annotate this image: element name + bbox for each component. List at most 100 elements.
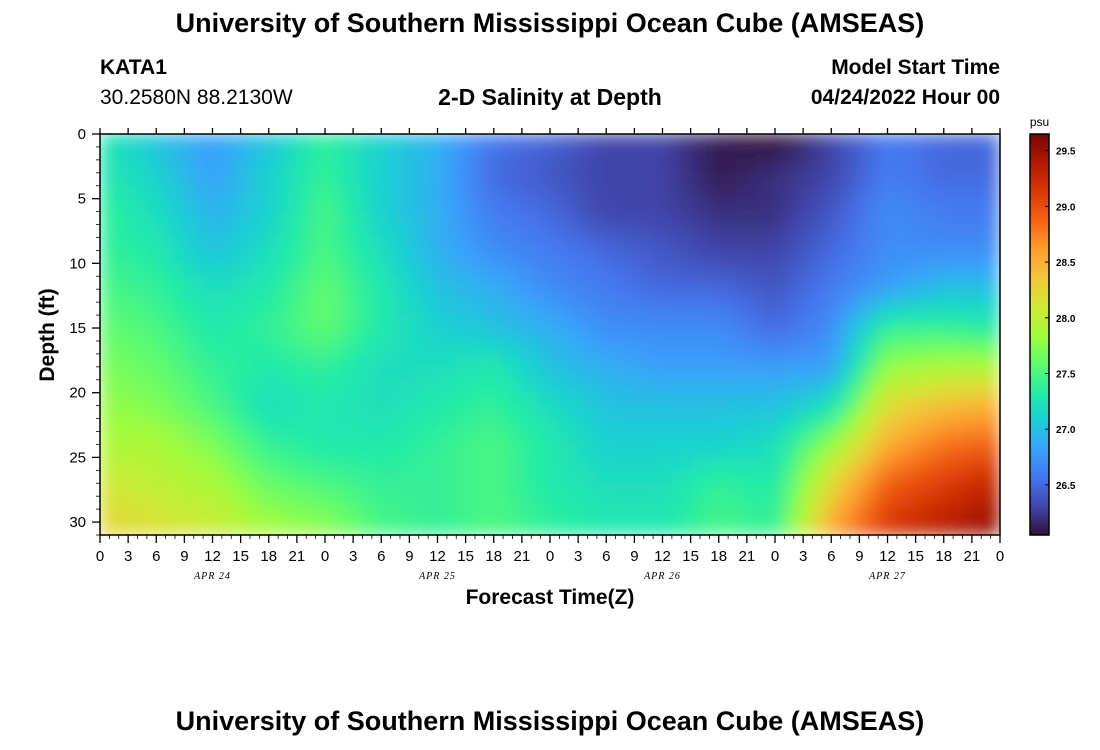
heatmap-cell	[212, 146, 223, 161]
heatmap-cell	[671, 288, 682, 303]
heatmap-cell	[812, 521, 823, 535]
heatmap-cell	[568, 249, 579, 264]
heatmap-cell	[971, 366, 982, 381]
heatmap-cell	[718, 418, 729, 433]
heatmap-cell	[915, 431, 926, 445]
heatmap-cell	[108, 224, 120, 238]
heatmap-cell	[624, 262, 635, 277]
heatmap-cell	[315, 340, 326, 355]
heatmap-cell	[277, 134, 289, 148]
heatmap-cell	[840, 366, 851, 381]
heatmap-cell	[643, 340, 654, 355]
heatmap-cell	[568, 431, 579, 445]
heatmap-cell	[221, 405, 232, 420]
heatmap-cell	[362, 275, 373, 290]
heatmap-cell	[296, 353, 307, 368]
heatmap-cell	[887, 521, 898, 535]
heatmap-cell	[474, 366, 485, 381]
heatmap-cell	[849, 327, 860, 342]
heatmap-cell	[877, 314, 889, 329]
heatmap-cell	[399, 262, 410, 277]
heatmap-cell	[915, 288, 926, 303]
heatmap-cell	[680, 521, 692, 535]
heatmap-cell	[100, 469, 110, 484]
heatmap-cell	[352, 521, 364, 535]
heatmap-cell	[849, 405, 860, 420]
heatmap-cell	[924, 340, 935, 355]
heatmap-cell	[924, 405, 935, 420]
heatmap-cell	[962, 224, 973, 238]
heatmap-cell	[962, 134, 973, 148]
heatmap-cell	[418, 495, 429, 510]
heatmap-cell	[793, 262, 804, 277]
heatmap-cell	[727, 366, 739, 381]
heatmap-cell	[240, 353, 251, 368]
heatmap-cell	[108, 431, 120, 445]
heatmap-cell	[371, 418, 382, 433]
heatmap-cell	[624, 224, 635, 238]
heatmap-cell	[108, 185, 120, 200]
heatmap-cell	[727, 482, 739, 497]
heatmap-cell	[258, 469, 270, 484]
heatmap-cell	[502, 392, 514, 407]
heatmap-cell	[690, 146, 701, 161]
heatmap-cell	[905, 249, 917, 264]
heatmap-cell	[155, 262, 167, 277]
heatmap-cell	[390, 366, 401, 381]
heatmap-cell	[765, 327, 776, 342]
heatmap-cell	[230, 172, 242, 187]
heatmap-cell	[249, 185, 260, 200]
heatmap-cell	[587, 353, 598, 368]
heatmap-cell	[680, 134, 692, 148]
heatmap-cell	[943, 443, 954, 458]
heatmap-cell	[643, 288, 654, 303]
heatmap-cell	[558, 508, 570, 523]
heatmap-cell	[183, 314, 195, 329]
heatmap-cell	[296, 521, 307, 535]
heatmap-cell	[690, 314, 701, 329]
heatmap-cell	[924, 262, 935, 277]
heatmap-cell	[371, 146, 382, 161]
heatmap-cell	[783, 159, 795, 174]
heatmap-cell	[305, 405, 317, 420]
heatmap-cell	[268, 236, 279, 251]
heatmap-cell	[643, 275, 654, 290]
heatmap-cell	[118, 366, 129, 381]
heatmap-cell	[146, 469, 157, 484]
heatmap-cell	[352, 379, 364, 394]
heatmap-cell	[540, 392, 551, 407]
heatmap-cell	[408, 456, 420, 471]
heatmap-cell	[821, 185, 832, 200]
heatmap-cell	[446, 508, 457, 523]
heatmap-cell	[258, 146, 270, 161]
heatmap-cell	[840, 275, 851, 290]
heatmap-cell	[315, 327, 326, 342]
heatmap-cell	[118, 495, 129, 510]
heatmap-cell	[512, 185, 523, 200]
heatmap-cell	[183, 418, 195, 433]
heatmap-cell	[202, 224, 214, 238]
heatmap-cell	[221, 211, 232, 226]
heatmap-cell	[662, 379, 673, 394]
heatmap-cell	[212, 495, 223, 510]
heatmap-cell	[287, 379, 298, 394]
heatmap-cell	[962, 340, 973, 355]
heatmap-cell	[249, 418, 260, 433]
heatmap-cell	[868, 134, 879, 148]
heatmap-cell	[193, 275, 204, 290]
heatmap-cell	[774, 224, 785, 238]
heatmap-cell	[596, 249, 607, 264]
heatmap-cell	[718, 495, 729, 510]
heatmap-cell	[183, 521, 195, 535]
heatmap-cell	[108, 301, 120, 316]
heatmap-cell	[315, 275, 326, 290]
heatmap-cell	[558, 185, 570, 200]
heatmap-cell	[568, 366, 579, 381]
heatmap-cell	[418, 508, 429, 523]
heatmap-cell	[624, 379, 635, 394]
heatmap-cell	[577, 262, 589, 277]
heatmap-cell	[512, 366, 523, 381]
heatmap-cell	[408, 340, 420, 355]
heatmap-cell	[708, 249, 720, 264]
heatmap-cell	[437, 469, 448, 484]
